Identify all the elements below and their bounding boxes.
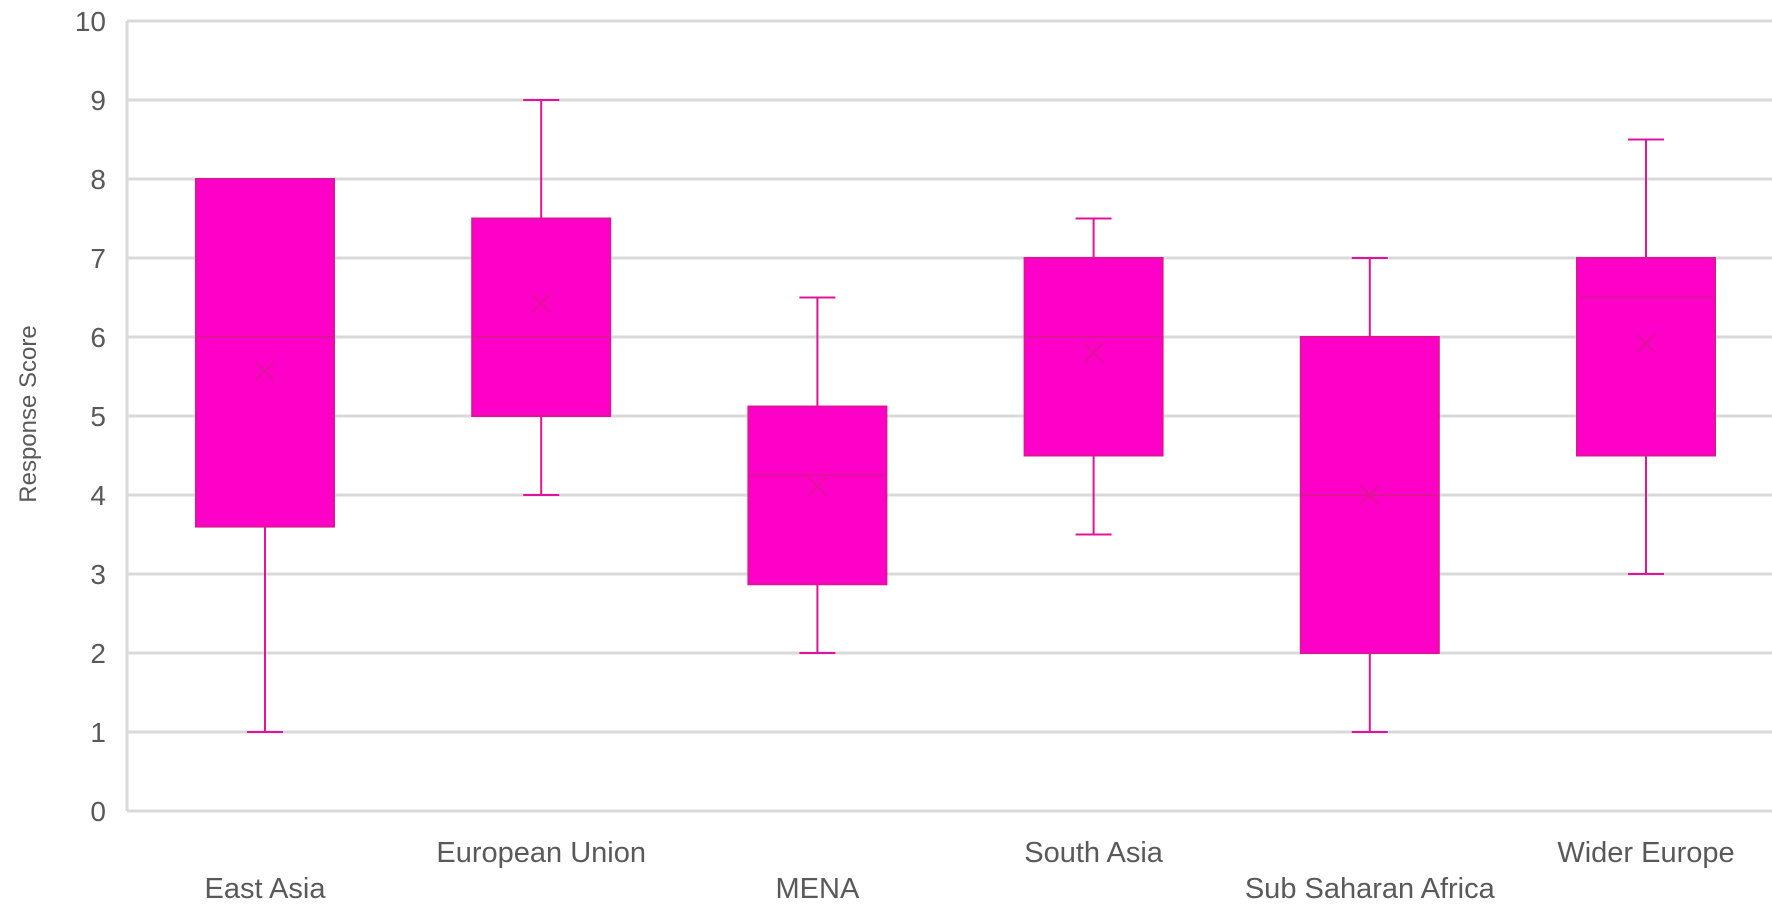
category-label: European Union <box>436 837 646 869</box>
category-label: Sub Saharan Africa <box>1245 873 1496 905</box>
y-tick-label: 7 <box>90 243 106 274</box>
y-tick-label: 3 <box>90 559 106 590</box>
box-series <box>195 99 1716 733</box>
mean-marker <box>1083 343 1104 363</box>
y-tick-label: 6 <box>90 322 106 353</box>
mean-marker <box>807 476 828 497</box>
y-tick-label: 0 <box>90 796 106 827</box>
category-label: South Asia <box>1024 837 1164 869</box>
box-5 <box>1576 138 1716 575</box>
box-body <box>1576 257 1716 457</box>
box-body <box>471 217 612 417</box>
box-body <box>1023 257 1164 457</box>
box-body <box>747 405 888 586</box>
category-label: MENA <box>776 873 860 905</box>
y-tick-label: 5 <box>90 401 106 432</box>
box-body <box>195 178 335 528</box>
y-tick-label: 1 <box>90 717 106 748</box>
category-label: Wider Europe <box>1557 837 1734 869</box>
y-axis-title: Response Score <box>15 325 42 502</box>
mean-marker <box>1636 333 1656 354</box>
y-tick-label: 4 <box>90 480 106 511</box>
mean-marker <box>255 361 275 381</box>
box-3 <box>1023 217 1164 536</box>
box-4 <box>1299 257 1440 733</box>
box-0 <box>195 178 335 733</box>
y-tick-label: 9 <box>90 85 106 116</box>
box-1 <box>471 99 612 496</box>
y-tick-label: 2 <box>90 638 106 669</box>
y-axis-ticks: 0 1 2 3 4 5 6 7 8 9 10 <box>75 6 106 827</box>
y-tick-label: 10 <box>75 6 106 37</box>
category-label: East Asia <box>205 873 327 905</box>
mean-marker <box>1360 485 1380 505</box>
gridlines <box>125 19 1772 813</box>
y-tick-label: 8 <box>90 164 106 195</box>
mean-marker <box>531 293 551 313</box>
x-axis-categories: East Asia European Union MENA South Asia Sub… <box>205 837 1735 905</box>
box-2 <box>747 296 888 654</box>
